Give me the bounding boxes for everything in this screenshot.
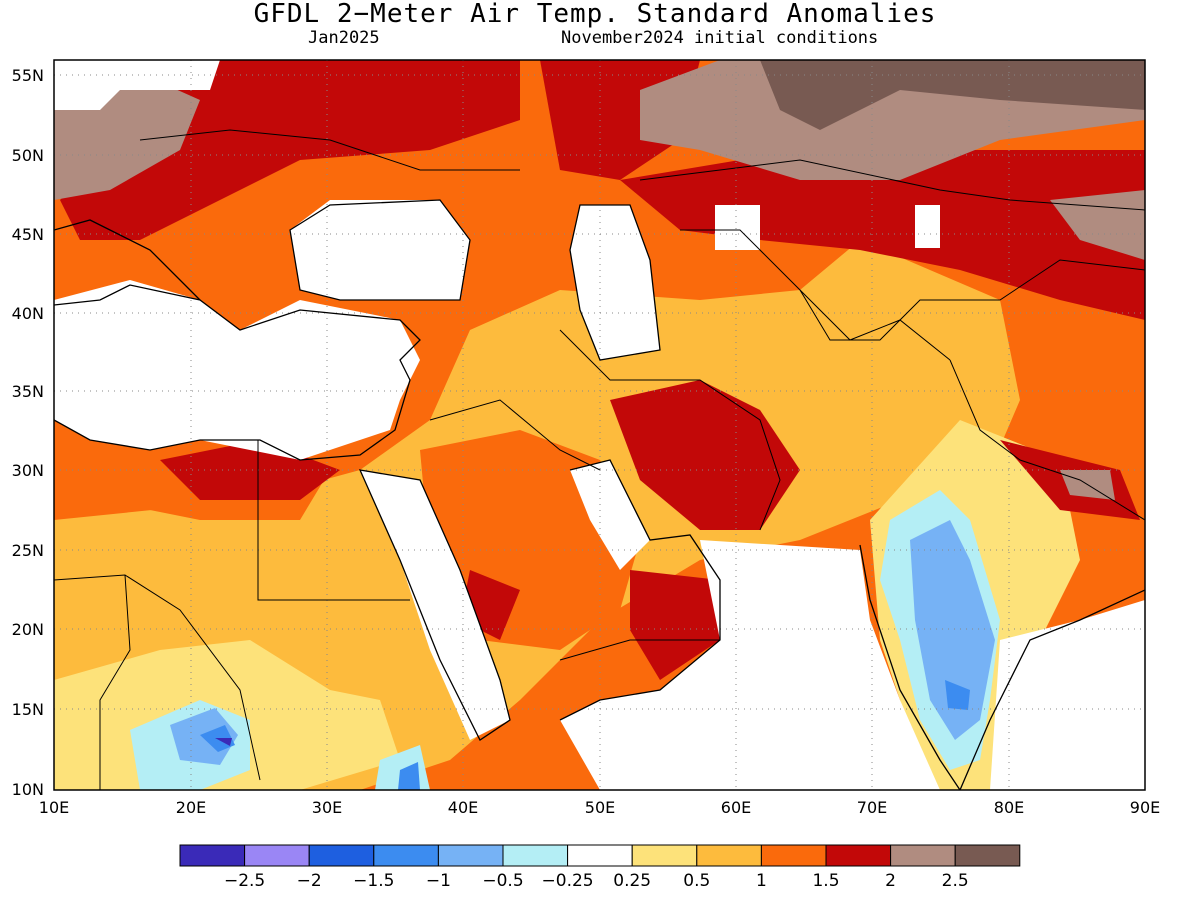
lat-label: 25N xyxy=(12,541,44,560)
legend-label: −2 xyxy=(297,871,322,891)
field-india-cool-3 xyxy=(945,680,970,710)
caspian-sea xyxy=(570,205,660,360)
map-title: GFDL 2−Meter Air Temp. Standard Anomalie… xyxy=(253,0,937,29)
lon-label: 50E xyxy=(585,798,615,817)
lat-label: 20N xyxy=(12,620,44,639)
legend-label: 0.25 xyxy=(613,871,651,891)
black-sea xyxy=(290,200,470,300)
field-siberia-darkbrown xyxy=(760,60,1145,130)
lon-label: 30E xyxy=(312,798,342,817)
lat-label: 55N xyxy=(12,66,44,85)
lon-label: 80E xyxy=(994,798,1024,817)
lon-label: 70E xyxy=(857,798,887,817)
legend-label: −0.25 xyxy=(542,871,594,891)
legend-label: −0.5 xyxy=(482,871,523,891)
anomaly-field xyxy=(54,60,1145,790)
legend-swatch xyxy=(502,844,569,867)
lat-label: 30N xyxy=(12,461,44,480)
legend-label: −1.5 xyxy=(353,871,394,891)
lon-axis: 10E 20E 30E 40E 50E 60E 70E 80E 90E xyxy=(39,798,1160,817)
field-central-asia-red xyxy=(620,150,1145,320)
lat-axis: 10N 15N 20N 25N 30N 35N 40N 45N 50N 55N xyxy=(12,66,44,799)
field-iran-red xyxy=(610,380,800,530)
legend-swatch xyxy=(437,844,504,867)
legend-swatch xyxy=(373,844,439,867)
legend-swatch xyxy=(696,844,762,867)
lat-label: 45N xyxy=(12,225,44,244)
legend-swatch xyxy=(567,844,633,867)
lat-label: 10N xyxy=(12,780,44,799)
legend-swatch xyxy=(954,844,1021,867)
lon-label: 10E xyxy=(39,798,69,817)
field-oman-red xyxy=(630,570,720,680)
baltic-missing xyxy=(54,60,220,110)
red-sea xyxy=(360,470,510,740)
lon-label: 60E xyxy=(721,798,751,817)
color-legend: −2.5 −2 −1.5 −1 −0.5 −0.25 0.25 0.5 1 1.5 2 2.5 xyxy=(179,844,1021,891)
field-africa-cool-4 xyxy=(215,738,232,746)
arabian-sea xyxy=(560,540,940,790)
field-india-cool-2 xyxy=(910,520,995,740)
legend-swatch xyxy=(244,844,310,867)
legend-swatch xyxy=(179,844,246,867)
balkhash-lake xyxy=(915,205,940,248)
forecast-month: Jan2025 xyxy=(308,28,380,48)
map-frame xyxy=(53,59,1146,791)
legend-swatch xyxy=(825,844,892,867)
lon-label: 90E xyxy=(1130,798,1160,817)
legend-swatch xyxy=(890,844,956,867)
legend-swatch xyxy=(760,844,827,867)
lat-label: 40N xyxy=(12,304,44,323)
lat-label: 50N xyxy=(12,146,44,165)
legend-label: −2.5 xyxy=(224,871,265,891)
legend-label: 2.5 xyxy=(942,871,969,891)
persian-gulf xyxy=(570,460,650,570)
coastlines xyxy=(54,199,1145,790)
lat-label: 35N xyxy=(12,382,44,401)
legend-swatch xyxy=(631,844,698,867)
lon-label: 20E xyxy=(176,798,206,817)
field-mongolia-brown xyxy=(1050,190,1145,260)
borders xyxy=(54,129,1145,790)
legend-label: −1 xyxy=(426,871,451,891)
initial-conditions: November2024 initial conditions xyxy=(561,28,879,48)
legend-label: 2 xyxy=(885,871,896,891)
legend-label: 1 xyxy=(756,871,767,891)
mediterranean-sea xyxy=(54,280,420,460)
lon-label: 40E xyxy=(448,798,478,817)
lat-label: 15N xyxy=(12,700,44,719)
field-ethiopia-cool-2 xyxy=(398,762,420,790)
bay-of-bengal xyxy=(990,600,1145,790)
legend-swatch xyxy=(308,844,375,867)
legend-label: 0.5 xyxy=(683,871,710,891)
legend-label: 1.5 xyxy=(812,871,839,891)
